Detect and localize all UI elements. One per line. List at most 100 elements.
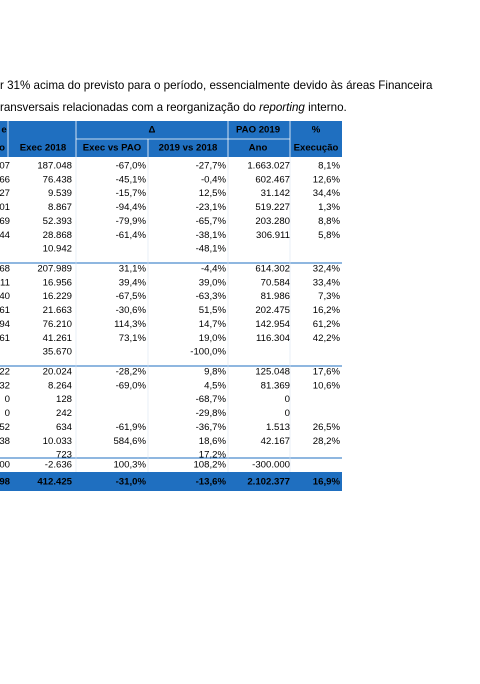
table-cell: 38 bbox=[0, 436, 10, 447]
header-cell: o bbox=[0, 143, 5, 154]
table-cell: 18,6% bbox=[199, 436, 227, 447]
table-cell: 4,5% bbox=[204, 380, 226, 391]
table-cell: 203.280 bbox=[255, 216, 290, 227]
table-cell: 116.304 bbox=[256, 333, 291, 344]
table-cell: 14,7% bbox=[199, 319, 227, 330]
table-cell: 81.369 bbox=[261, 380, 290, 391]
table-cell: 94 bbox=[0, 319, 11, 330]
table-cell: 1.663.027 bbox=[247, 161, 290, 172]
table-cell: 35.670 bbox=[43, 347, 72, 358]
table-cell: -27,7% bbox=[196, 161, 227, 172]
table-cell: 142.954 bbox=[255, 319, 290, 330]
header-cell: 2019 vs 2018 bbox=[159, 143, 218, 154]
table-cell: -69,0% bbox=[116, 380, 147, 391]
table-cell: -61,9% bbox=[116, 422, 147, 433]
table-cell: 1,3% bbox=[318, 202, 340, 213]
table-cell: 000 bbox=[0, 460, 10, 471]
header-cell: Exec 2018 bbox=[20, 143, 67, 154]
table-cell: 68 bbox=[0, 264, 10, 275]
table-cell: 81.986 bbox=[261, 291, 290, 302]
table-cell: -28,2% bbox=[116, 367, 147, 378]
table-cell: 39,4% bbox=[119, 277, 147, 288]
table-cell: -79,9% bbox=[116, 216, 147, 227]
table-cell: -38,1% bbox=[196, 230, 227, 241]
header-cell: Ano bbox=[249, 143, 268, 154]
table-cell: 61 bbox=[0, 333, 10, 344]
header-cell: % bbox=[312, 125, 321, 136]
table-cell: -67,0% bbox=[116, 161, 147, 172]
table-cell: 114,3% bbox=[114, 319, 146, 330]
table-cell: 32,4% bbox=[313, 264, 341, 275]
table-cell: 17,2% bbox=[199, 450, 227, 461]
table-cell: 31.142 bbox=[261, 188, 290, 199]
table-cell: -94,4% bbox=[116, 202, 147, 213]
table-cell: 34,4% bbox=[313, 188, 341, 199]
table-cell: 22 bbox=[0, 367, 10, 378]
table-cell: 614.302 bbox=[255, 264, 290, 275]
table-cell: 108,2% bbox=[193, 460, 226, 471]
table-cell: 10,6% bbox=[313, 380, 341, 391]
table-cell: 1.513 bbox=[266, 422, 290, 433]
table-cell: 61 bbox=[0, 305, 10, 316]
table-cell: 584,6% bbox=[113, 436, 146, 447]
table-cell: 20.024 bbox=[43, 367, 73, 378]
table-cell: 11 bbox=[0, 277, 10, 288]
table-cell: 12,5% bbox=[199, 188, 227, 199]
text: reporting bbox=[259, 101, 305, 114]
table-cell: 242 bbox=[56, 408, 72, 419]
text: interno. bbox=[305, 101, 347, 114]
table-cell: -45,1% bbox=[116, 174, 147, 185]
table-cell: 19,0% bbox=[199, 333, 227, 344]
total-row bbox=[0, 472, 342, 491]
table-cell: -0,4% bbox=[201, 174, 227, 185]
table-cell: -63,3% bbox=[196, 291, 227, 302]
table-cell: -4,4% bbox=[201, 264, 227, 275]
table-cell: 40 bbox=[0, 291, 10, 302]
table-cell: 33,4% bbox=[313, 277, 341, 288]
table-cell: 187.048 bbox=[37, 161, 72, 172]
table-cell: 27 bbox=[0, 188, 10, 199]
table-cell: 17,6% bbox=[313, 367, 341, 378]
table-cell: 5,8% bbox=[318, 230, 340, 241]
table-cell: -100,0% bbox=[190, 347, 226, 358]
table-cell: 10.942 bbox=[43, 244, 72, 255]
table-cell: 9,8% bbox=[204, 367, 226, 378]
table-cell: -67,5% bbox=[116, 291, 147, 302]
table-cell: 26,5% bbox=[313, 422, 341, 433]
table-cell: -48,1% bbox=[196, 244, 227, 255]
table-cell: -61,4% bbox=[116, 230, 147, 241]
table-cell: -68,7% bbox=[196, 394, 227, 405]
table-cell: 12,6% bbox=[313, 174, 341, 185]
table-cell: 52.393 bbox=[43, 216, 72, 227]
header-cell: Execução bbox=[294, 143, 339, 154]
table-cell: 76.438 bbox=[43, 174, 72, 185]
table-cell: 51,5% bbox=[199, 305, 227, 316]
total-cell: 412.425 bbox=[37, 477, 72, 488]
table-cell: 125.048 bbox=[255, 367, 290, 378]
table-cell: 634 bbox=[56, 422, 73, 433]
table-cell: -15,7% bbox=[116, 188, 147, 199]
paragraph-line: ransversais relacionadas com a reorganiz… bbox=[0, 101, 347, 114]
table-cell: 10.033 bbox=[43, 436, 72, 447]
table-cell: 42.167 bbox=[261, 436, 290, 447]
header-cell: Exec vs PAO bbox=[83, 143, 142, 154]
table-cell: 42,2% bbox=[313, 333, 341, 344]
table-cell: 0 bbox=[285, 408, 290, 419]
table-cell: 8,8% bbox=[318, 216, 340, 227]
table-cell: 07 bbox=[0, 161, 10, 172]
table-cell: -30,6% bbox=[116, 305, 147, 316]
table-cell: 32 bbox=[0, 380, 10, 391]
table-cell: -2.636 bbox=[45, 460, 72, 471]
table-cell: -23,1% bbox=[196, 202, 227, 213]
text: ransversais relacionadas com a reorganiz… bbox=[0, 101, 259, 114]
table-cell: 41.261 bbox=[43, 333, 72, 344]
table-cell: 128 bbox=[56, 394, 72, 405]
header-cell: Δ bbox=[149, 125, 156, 136]
table-cell: 9.539 bbox=[48, 188, 72, 199]
table-cell: -29,8% bbox=[196, 408, 227, 419]
table-cell: 01 bbox=[0, 202, 10, 213]
table-cell: 16.956 bbox=[43, 277, 72, 288]
table-cell: 70.584 bbox=[261, 277, 291, 288]
